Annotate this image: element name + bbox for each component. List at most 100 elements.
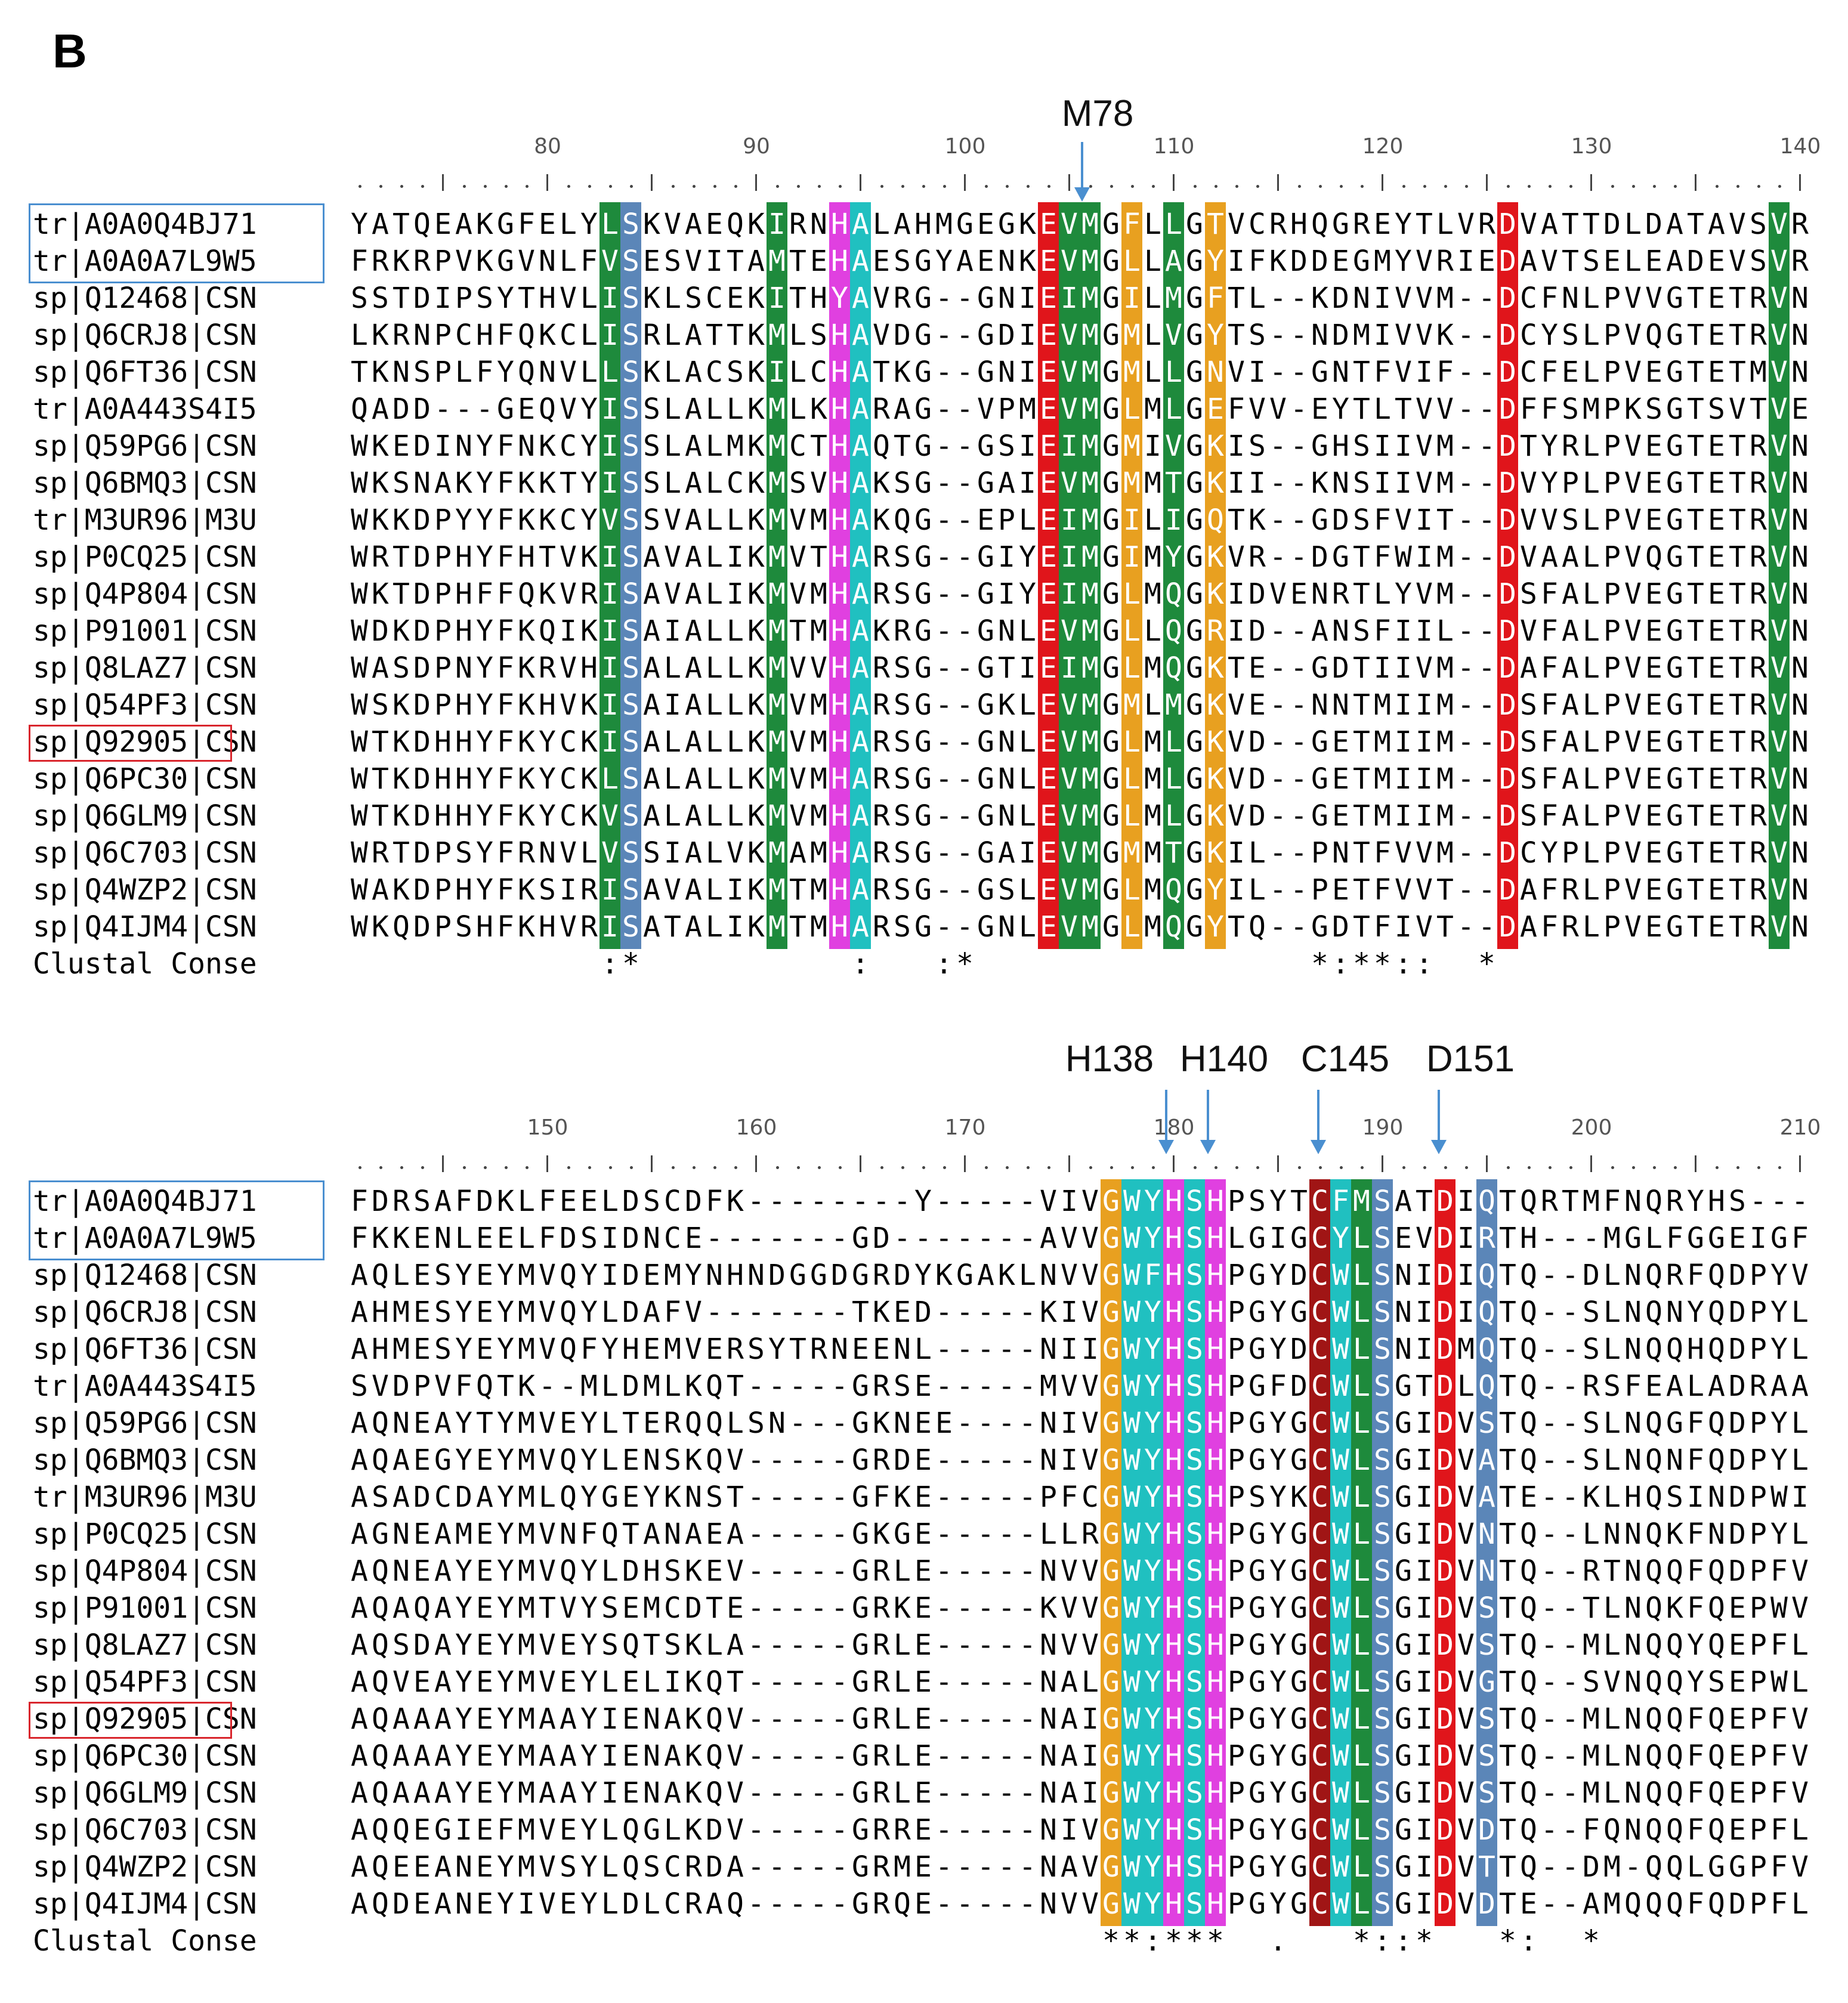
ruler-dot: [1130, 185, 1134, 188]
residue: S: [560, 1850, 577, 1884]
residue: P: [413, 1370, 431, 1403]
residue: Q: [1708, 1591, 1725, 1625]
residue: D: [1436, 1739, 1454, 1773]
residue: V: [1269, 392, 1287, 426]
residue: E: [1729, 1222, 1746, 1255]
residue: T: [1687, 429, 1704, 463]
residue: S: [601, 1628, 619, 1662]
residue: M: [768, 910, 786, 944]
residue: K: [1207, 725, 1224, 759]
residue: H: [455, 577, 472, 611]
consensus-symbol: [1205, 945, 1226, 982]
residue: E: [1708, 873, 1725, 907]
residue: M: [1081, 799, 1099, 833]
residue: -: [1019, 1554, 1036, 1588]
residue: V: [1624, 910, 1642, 944]
residue: -: [1562, 1480, 1579, 1514]
residue: Y: [351, 208, 368, 241]
residue: A: [685, 540, 702, 574]
ruler-tick: [1381, 1155, 1383, 1172]
residue: V: [1457, 1628, 1475, 1662]
residue: F: [518, 208, 535, 241]
residue: G: [1186, 392, 1203, 426]
residue: F: [1770, 1739, 1788, 1773]
residue: Q: [372, 1776, 389, 1810]
residue: A: [852, 762, 869, 796]
residue: R: [1750, 651, 1767, 685]
residue: L: [1353, 1480, 1370, 1514]
residue: T: [518, 282, 535, 315]
residue: E: [476, 1665, 493, 1699]
residue: Y: [768, 1333, 786, 1366]
residue: Q: [1645, 1702, 1662, 1736]
residue: E: [706, 1517, 723, 1551]
residue: G: [1395, 1591, 1412, 1625]
residue: -: [810, 1443, 827, 1477]
residue: Q: [1520, 1739, 1537, 1773]
residue: T: [1353, 356, 1370, 389]
residue: S: [1374, 1776, 1391, 1810]
residue: -: [956, 910, 974, 944]
residue: D: [1436, 1259, 1454, 1292]
residue: Y: [497, 1333, 514, 1366]
residue: A: [1395, 1185, 1412, 1218]
residue: L: [1123, 762, 1141, 796]
residue: D: [1583, 1259, 1600, 1292]
residue: A: [727, 1850, 744, 1884]
residue: T: [1729, 910, 1746, 944]
residue: K: [372, 910, 389, 944]
residue: D: [685, 1185, 702, 1218]
marker-arrow: [1317, 1090, 1319, 1142]
residue: L: [580, 319, 598, 352]
sequence-id: sp|Q6GLM9|CSN: [33, 799, 257, 833]
residue: K: [393, 762, 410, 796]
residue: M: [1123, 429, 1141, 463]
residue: D: [1249, 762, 1266, 796]
residue: V: [1061, 799, 1078, 833]
residue: Q: [1708, 1887, 1725, 1921]
residue: -: [998, 1813, 1015, 1847]
residue: S: [622, 466, 639, 500]
residue: Y: [497, 1407, 514, 1440]
residue: V: [1081, 1628, 1099, 1662]
residue: M: [1081, 577, 1099, 611]
residue: Q: [727, 1887, 744, 1921]
residue: P: [1228, 1517, 1245, 1551]
residue: Y: [497, 1259, 514, 1292]
residue: T: [393, 836, 410, 870]
residue: T: [1207, 208, 1224, 241]
residue: T: [622, 1517, 639, 1551]
residue: K: [476, 245, 493, 278]
residue: T: [1687, 466, 1704, 500]
residue: S: [664, 1628, 681, 1662]
residue: D: [413, 577, 431, 611]
residue: G: [1395, 1702, 1412, 1736]
residue: G: [1102, 836, 1120, 870]
residue: Q: [1520, 1591, 1537, 1625]
residue: Q: [706, 1665, 723, 1699]
residue: G: [1102, 577, 1120, 611]
residue: -: [1541, 1850, 1558, 1884]
residue: Q: [372, 1554, 389, 1588]
residue: T: [1729, 873, 1746, 907]
residue: Y: [580, 466, 598, 500]
residue: -: [1269, 873, 1287, 907]
residue: G: [1249, 1333, 1266, 1366]
residue: V: [1791, 1739, 1809, 1773]
residue: N: [455, 1887, 472, 1921]
residue: -: [768, 1185, 786, 1218]
residue: -: [1541, 1665, 1558, 1699]
consensus-symbol: [1435, 945, 1455, 982]
residue: E: [1645, 836, 1662, 870]
residue: A: [789, 836, 806, 870]
residue: D: [1332, 503, 1349, 537]
residue: Y: [1687, 1628, 1704, 1662]
residue: N: [643, 1222, 660, 1255]
residue: G: [1666, 836, 1683, 870]
residue: A: [1666, 208, 1683, 241]
residue: R: [873, 1887, 890, 1921]
residue: K: [539, 319, 556, 352]
